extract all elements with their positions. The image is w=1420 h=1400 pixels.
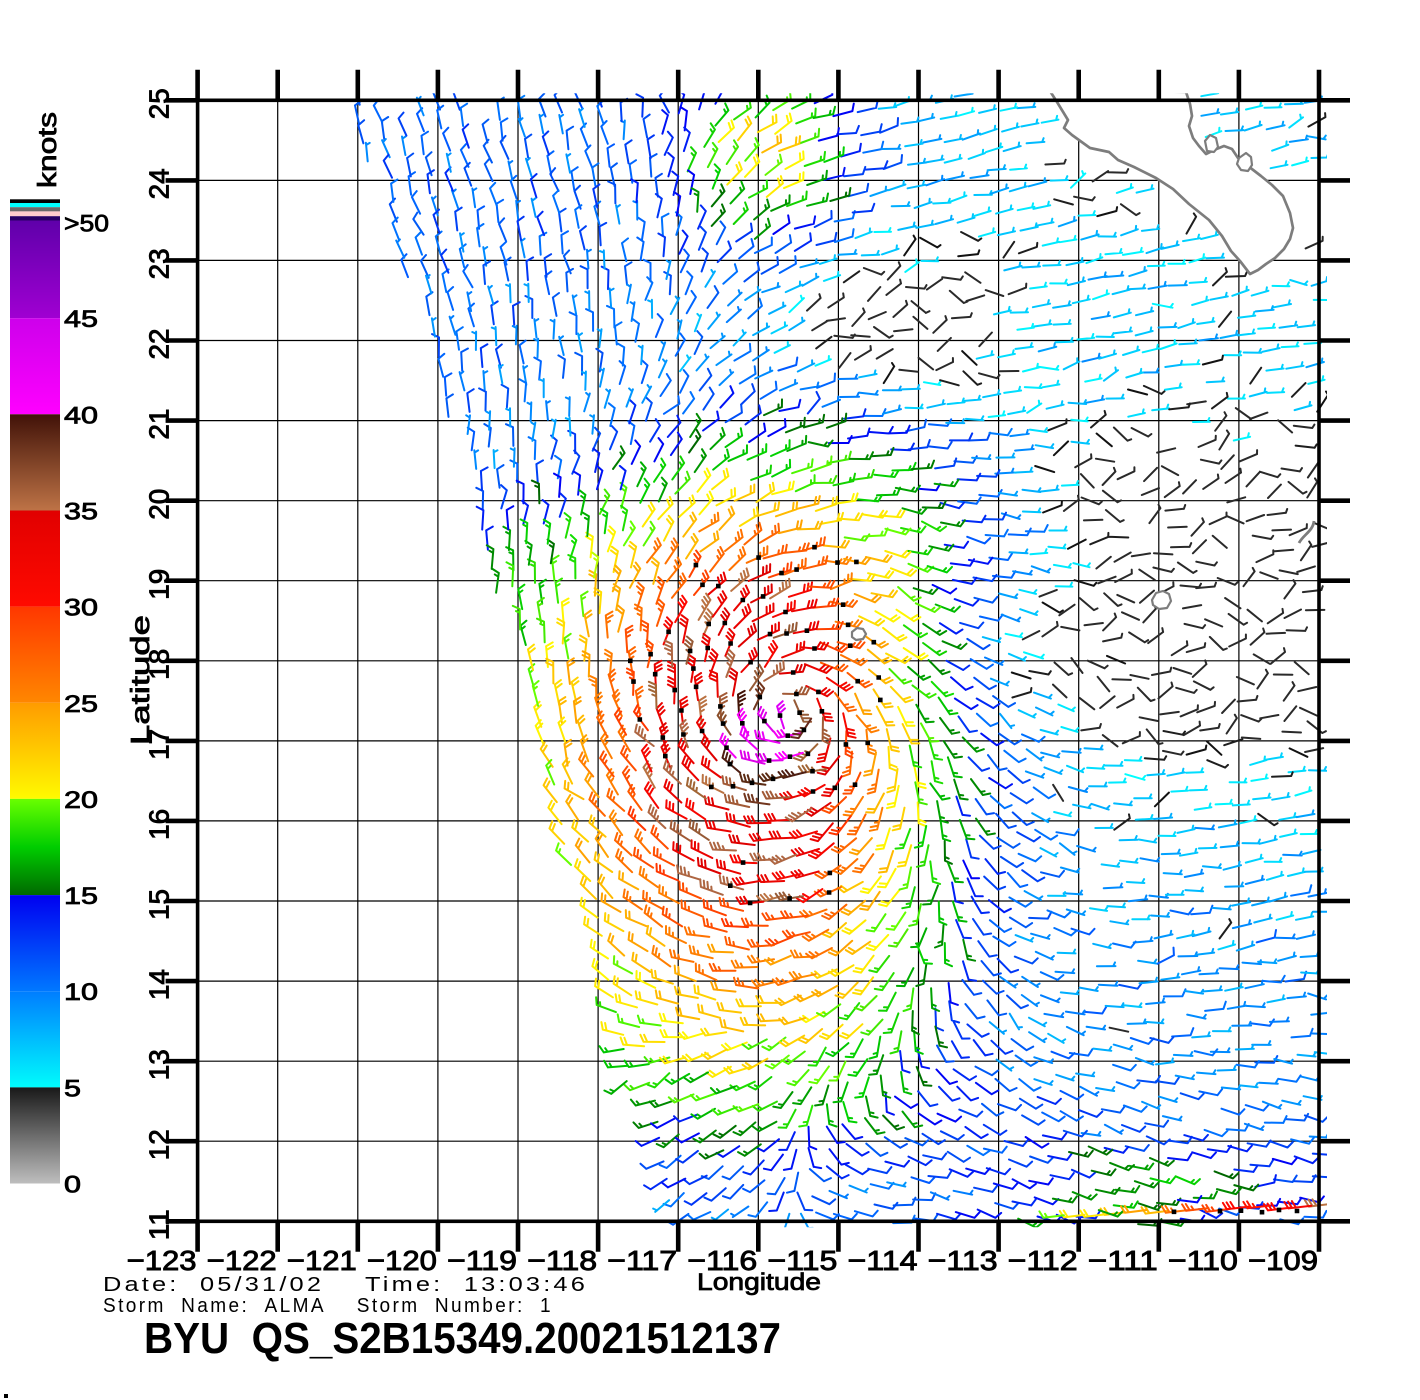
svg-text:35: 35 [64,499,98,526]
svg-text:45: 45 [64,306,98,333]
svg-text:>50: >50 [64,210,109,237]
svg-text:18: 18 [144,649,175,680]
svg-text:−121: −121 [287,1245,357,1276]
svg-text:16: 16 [144,809,175,840]
svg-text:Storm Name: ALMA Storm N: Storm Name: ALMA Storm Number: 1 [103,1295,553,1317]
svg-text:11: 11 [144,1209,175,1240]
svg-text:Longitude: Longitude [697,1269,821,1296]
svg-text:17: 17 [144,729,175,760]
svg-text:−119: −119 [447,1245,517,1276]
svg-text:−117: −117 [607,1245,677,1276]
svg-text:20: 20 [144,489,175,520]
svg-text:−122: −122 [207,1245,277,1276]
svg-text:knots: knots [32,112,62,188]
svg-text:−113: −113 [928,1245,998,1276]
svg-text:−112: −112 [1008,1245,1078,1276]
svg-text:14: 14 [144,969,175,1000]
svg-text:23: 23 [144,248,175,279]
svg-text:20: 20 [64,787,98,814]
svg-text:15: 15 [64,883,98,910]
svg-text:−120: −120 [367,1245,437,1276]
svg-text:0: 0 [64,1172,81,1199]
svg-text:Date: 05/31/02 Time: 13:0: Date: 05/31/02 Time: 13:03:46 [103,1274,588,1296]
svg-text:13: 13 [144,1049,175,1080]
svg-text:12: 12 [144,1129,175,1160]
svg-text:15: 15 [144,889,175,920]
svg-text:Latitude: Latitude [125,615,155,745]
svg-text:−123: −123 [127,1245,197,1276]
svg-text:−110: −110 [1168,1245,1238,1276]
svg-text:−111: −111 [1088,1245,1158,1276]
svg-text:−116: −116 [687,1245,757,1276]
svg-text:19: 19 [144,569,175,600]
svg-text:−118: −118 [527,1245,597,1276]
svg-text:25: 25 [64,691,98,718]
svg-text:10: 10 [64,979,98,1006]
svg-text:BYU QS_S2B15349.20021512137: BYU QS_S2B15349.20021512137 [144,1314,781,1363]
svg-text:21: 21 [144,409,175,440]
svg-text:−115: −115 [767,1245,837,1276]
svg-text:30: 30 [64,595,98,622]
svg-text:24: 24 [144,168,175,199]
svg-text:40: 40 [64,402,98,429]
svg-text:−109: −109 [1248,1245,1318,1276]
svg-text:22: 22 [144,329,175,360]
svg-text:5: 5 [64,1075,81,1102]
svg-text:−114: −114 [848,1245,918,1276]
svg-text:25: 25 [144,88,175,119]
